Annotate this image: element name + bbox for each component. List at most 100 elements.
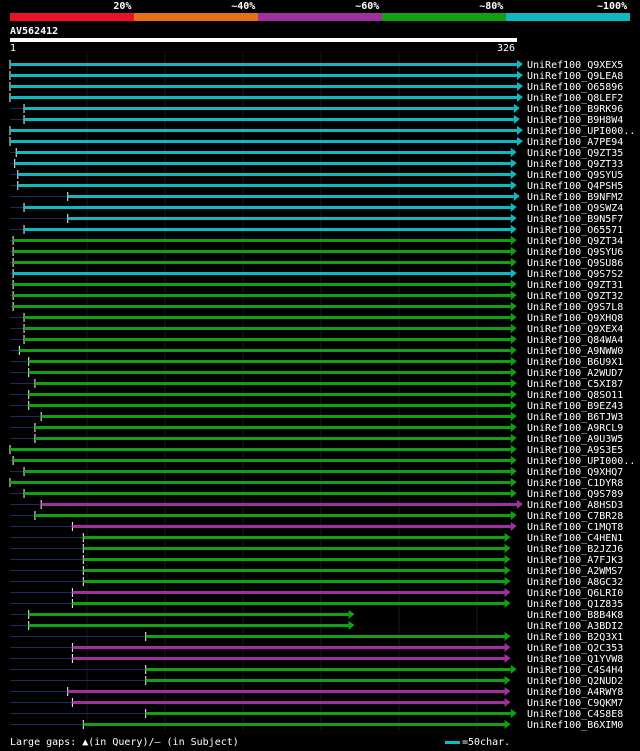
hit-bar[interactable]: [24, 492, 511, 495]
hit-bar[interactable]: [13, 261, 511, 264]
hit-label[interactable]: UniRef100_Q9ZT33: [527, 159, 623, 170]
hit-label[interactable]: UniRef100_Q9ZT34: [527, 236, 623, 247]
hit-bar[interactable]: [34, 382, 511, 385]
hit-bar[interactable]: [72, 591, 505, 594]
hit-label[interactable]: UniRef100_Q8SO11: [527, 390, 623, 401]
hit-bar[interactable]: [145, 668, 511, 671]
hit-label[interactable]: UniRef100_C9QKM7: [527, 698, 623, 709]
hit-label[interactable]: UniRef100_Q9XHQ8: [527, 313, 623, 324]
hit-label[interactable]: UniRef100_A9U3W5: [527, 434, 623, 445]
hit-bar[interactable]: [24, 107, 514, 110]
hit-label[interactable]: UniRef100_Q2NUD2: [527, 676, 623, 687]
hit-bar[interactable]: [83, 558, 505, 561]
hit-label[interactable]: UniRef100_C7BR28: [527, 511, 623, 522]
hit-bar[interactable]: [13, 272, 511, 275]
hit-bar[interactable]: [34, 514, 511, 517]
hit-bar[interactable]: [145, 712, 511, 715]
hit-label[interactable]: UniRef100_B6TJW3: [527, 412, 623, 423]
hit-bar[interactable]: [28, 371, 511, 374]
hit-bar[interactable]: [24, 206, 511, 209]
hit-label[interactable]: UniRef100_Q2C353: [527, 643, 623, 654]
hit-bar[interactable]: [83, 580, 505, 583]
hit-bar[interactable]: [145, 635, 505, 638]
hit-bar[interactable]: [72, 646, 505, 649]
hit-bar[interactable]: [13, 250, 511, 253]
hit-bar[interactable]: [28, 360, 511, 363]
hit-bar[interactable]: [13, 239, 511, 242]
hit-label[interactable]: UniRef100_A9NWW0: [527, 346, 623, 357]
hit-bar[interactable]: [24, 470, 511, 473]
hit-label[interactable]: UniRef100_A9RCL9: [527, 423, 623, 434]
hit-label[interactable]: UniRef100_Q1Z835: [527, 599, 623, 610]
hit-bar[interactable]: [72, 701, 505, 704]
hit-label[interactable]: UniRef100_Q9ZT32: [527, 291, 623, 302]
hit-bar[interactable]: [67, 195, 514, 198]
hit-bar[interactable]: [10, 140, 517, 143]
hit-bar[interactable]: [24, 118, 514, 121]
hit-bar[interactable]: [72, 602, 505, 605]
hit-label[interactable]: UniRef100_Q1YVW8: [527, 654, 623, 665]
hit-label[interactable]: UniRef100_Q9SU86: [527, 258, 623, 269]
hit-bar[interactable]: [72, 657, 505, 660]
hit-label[interactable]: UniRef100_UPI000..: [527, 456, 635, 467]
hit-bar[interactable]: [10, 129, 517, 132]
hit-bar[interactable]: [19, 349, 511, 352]
hit-bar[interactable]: [10, 448, 511, 451]
hit-bar[interactable]: [17, 173, 511, 176]
hit-label[interactable]: UniRef100_C4S4H4: [527, 665, 623, 676]
hit-bar[interactable]: [83, 723, 505, 726]
hit-label[interactable]: UniRef100_C4S8E8: [527, 709, 623, 720]
hit-label[interactable]: UniRef100_Q9LEA8: [527, 71, 623, 82]
hit-label[interactable]: UniRef100_A4RWY8: [527, 687, 623, 698]
hit-bar[interactable]: [13, 305, 511, 308]
hit-label[interactable]: UniRef100_Q9SYU6: [527, 247, 623, 258]
hit-label[interactable]: UniRef100_Q9ZT31: [527, 280, 623, 291]
hit-bar[interactable]: [34, 426, 511, 429]
hit-bar[interactable]: [28, 404, 511, 407]
hit-label[interactable]: UniRef100_B8B4K8: [527, 610, 623, 621]
hit-label[interactable]: UniRef100_B9EZ43: [527, 401, 623, 412]
hit-label[interactable]: UniRef100_B2Q3X1: [527, 632, 623, 643]
hit-label[interactable]: UniRef100_B6XIM0: [527, 720, 623, 731]
hit-label[interactable]: UniRef100_B2JZJ6: [527, 544, 623, 555]
hit-bar[interactable]: [10, 63, 517, 66]
hit-label[interactable]: UniRef100_A9S3E5: [527, 445, 623, 456]
hit-label[interactable]: UniRef100_A7PE94: [527, 137, 623, 148]
hit-label[interactable]: UniRef100_B6U9X1: [527, 357, 623, 368]
hit-bar[interactable]: [10, 74, 517, 77]
hit-bar[interactable]: [28, 624, 349, 627]
hit-bar[interactable]: [24, 338, 511, 341]
hit-label[interactable]: UniRef100_Q9ZT35: [527, 148, 623, 159]
hit-bar[interactable]: [10, 85, 517, 88]
hit-label[interactable]: UniRef100_Q9S7S2: [527, 269, 623, 280]
hit-bar[interactable]: [41, 415, 511, 418]
hit-label[interactable]: UniRef100_Q6LRI0: [527, 588, 623, 599]
hit-label[interactable]: UniRef100_Q9XEX5: [527, 60, 623, 71]
hit-bar[interactable]: [24, 228, 511, 231]
hit-label[interactable]: UniRef100_C1DYR8: [527, 478, 623, 489]
hit-label[interactable]: UniRef100_C5XI87: [527, 379, 623, 390]
hit-label[interactable]: UniRef100_A7FJK3: [527, 555, 623, 566]
hit-bar[interactable]: [10, 481, 511, 484]
hit-bar[interactable]: [13, 283, 511, 286]
hit-label[interactable]: UniRef100_UPI000..: [527, 126, 635, 137]
hit-bar[interactable]: [34, 437, 511, 440]
hit-bar[interactable]: [28, 393, 511, 396]
hit-bar[interactable]: [16, 151, 511, 154]
hit-label[interactable]: UniRef100_C4HEN1: [527, 533, 623, 544]
hit-label[interactable]: UniRef100_B9H8W4: [527, 115, 623, 126]
hit-label[interactable]: UniRef100_A2WMS7: [527, 566, 623, 577]
hit-bar[interactable]: [145, 679, 505, 682]
hit-label[interactable]: UniRef100_C1MQT8: [527, 522, 623, 533]
hit-bar[interactable]: [67, 690, 505, 693]
hit-bar[interactable]: [41, 503, 517, 506]
hit-label[interactable]: UniRef100_Q9S789: [527, 489, 623, 500]
hit-label[interactable]: UniRef100_B9NFM2: [527, 192, 623, 203]
hit-label[interactable]: UniRef100_B9RK96: [527, 104, 623, 115]
hit-label[interactable]: UniRef100_Q9SYU5: [527, 170, 623, 181]
hit-label[interactable]: UniRef100_A2WUD7: [527, 368, 623, 379]
hit-bar[interactable]: [83, 547, 505, 550]
hit-bar[interactable]: [17, 184, 511, 187]
hit-label[interactable]: UniRef100_Q84WA4: [527, 335, 623, 346]
hit-label[interactable]: UniRef100_A8HSD3: [527, 500, 623, 511]
